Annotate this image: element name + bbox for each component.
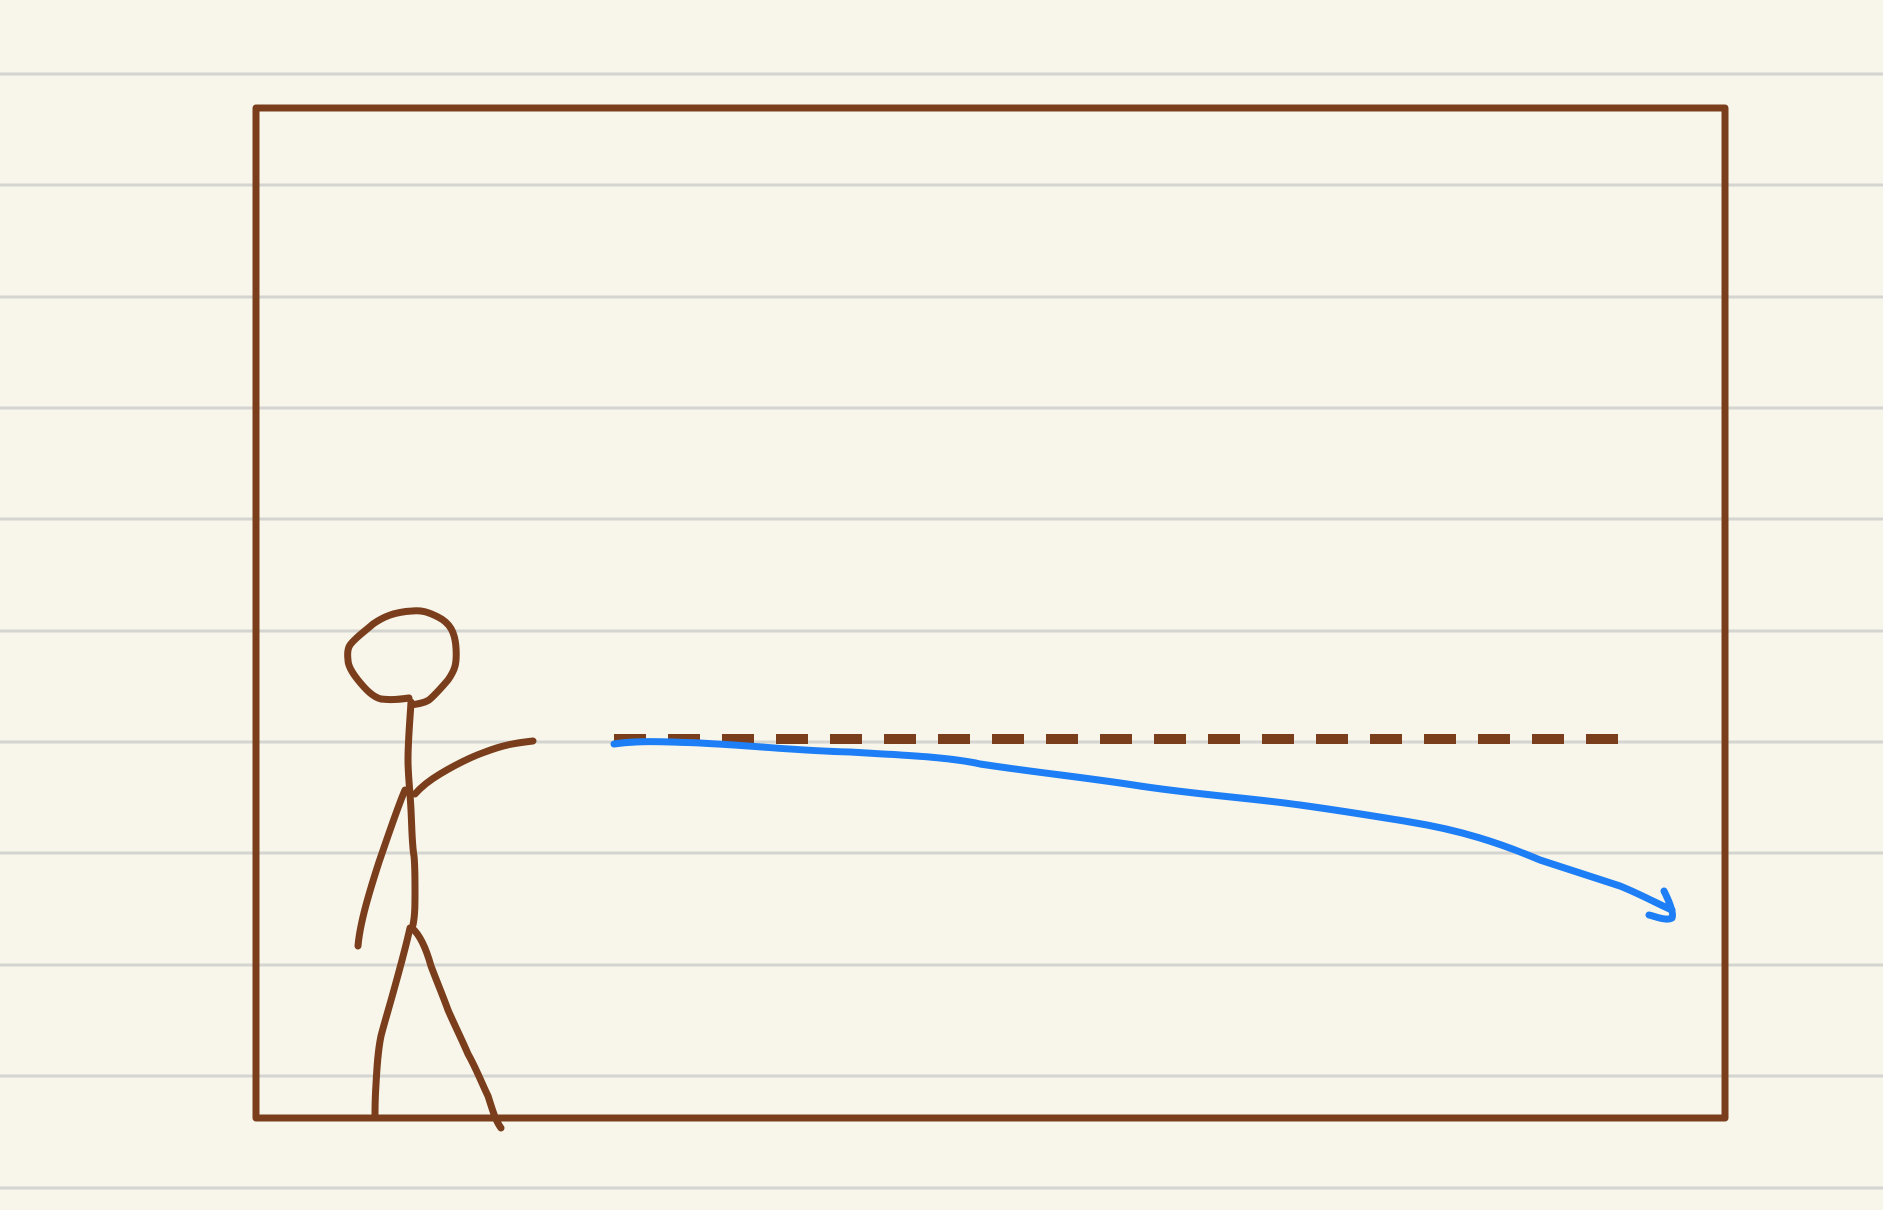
figure-arm-right xyxy=(411,737,537,798)
figure-head xyxy=(344,607,460,709)
figure-body xyxy=(404,698,419,929)
frame-rectangle xyxy=(252,104,1729,1122)
figure-leg-left xyxy=(371,924,414,1118)
curved-arrow-path xyxy=(610,738,1676,914)
arrow-head-icon xyxy=(1645,887,1676,923)
curved-arrow xyxy=(610,738,1676,923)
figure-arm-left xyxy=(354,786,409,950)
stick-figure xyxy=(344,607,537,1132)
ruled-lines xyxy=(0,72,1883,1190)
figure-leg-right xyxy=(408,924,505,1132)
